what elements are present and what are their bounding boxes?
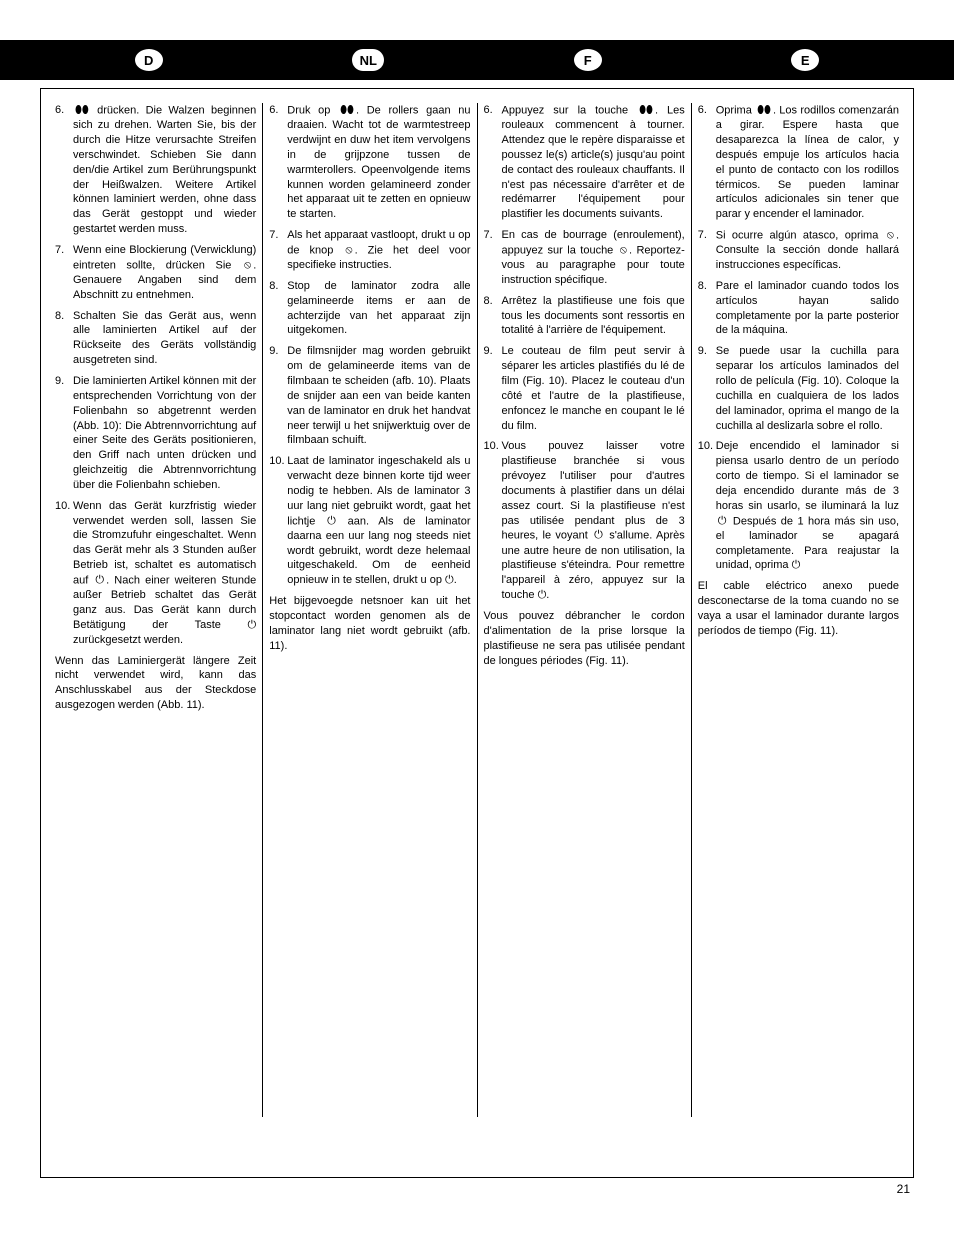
list-item: 6.Oprima ⬮⬮. Los rodillos comenzarán a g… — [698, 103, 899, 222]
standby-icon: ⏻ — [95, 573, 104, 588]
list-item: 9.Se puede usar la cuchilla para separar… — [698, 344, 899, 433]
lang-badge-f: F — [574, 49, 602, 71]
item-text: Appuyez sur la touche ⬮⬮. Les rouleaux c… — [502, 103, 685, 222]
list-item: 7.En cas de bourrage (enroulement), appu… — [484, 228, 685, 288]
item-text: Laat de laminator ingeschakeld als u ver… — [287, 454, 470, 588]
item-number: 9. — [698, 344, 716, 433]
item-number: 9. — [484, 344, 502, 433]
jam-icon: ⦸ — [244, 258, 251, 273]
list-item: 9.Le couteau de film peut servir à sépar… — [484, 344, 685, 433]
item-text: Als het apparaat vastloopt, drukt u op d… — [287, 228, 470, 273]
list-item: 9.De filmsnijder mag worden gebruikt om … — [269, 344, 470, 448]
item-number: 10. — [484, 439, 502, 603]
laminate-icon: ⬮⬮ — [340, 103, 354, 118]
item-text: Vous pouvez laisser votre plastifieuse b… — [502, 439, 685, 603]
item-text: En cas de bourrage (enroulement), appuye… — [502, 228, 685, 288]
item-number: 8. — [55, 309, 73, 368]
content-columns: 6.⬮⬮ drücken. Die Walzen beginnen sich z… — [40, 88, 914, 1178]
page-number: 21 — [0, 1178, 954, 1196]
jam-icon: ⦸ — [887, 228, 894, 243]
list-item: 8.Stop de laminator zodra alle gelaminee… — [269, 279, 470, 338]
item-number: 7. — [269, 228, 287, 273]
item-number: 9. — [55, 374, 73, 493]
item-number: 8. — [484, 294, 502, 339]
lang-badge-d: D — [135, 49, 163, 71]
column-d: 6.⬮⬮ drücken. Die Walzen beginnen sich z… — [49, 103, 262, 1117]
list-item: 7.Als het apparaat vastloopt, drukt u op… — [269, 228, 470, 273]
jam-icon: ⦸ — [345, 243, 352, 258]
list-item: 6.Appuyez sur la touche ⬮⬮. Les rouleaux… — [484, 103, 685, 222]
item-text: Wenn eine Blockierung (Verwicklung) eint… — [73, 243, 256, 303]
footer-paragraph: El cable eléctrico anexo puede desconect… — [698, 579, 899, 638]
item-text: Arrêtez la plastifieuse une fois que tou… — [502, 294, 685, 339]
item-text: Oprima ⬮⬮. Los rodillos comenzarán a gir… — [716, 103, 899, 222]
item-text: ⬮⬮ drücken. Die Walzen beginnen sich zu … — [73, 103, 256, 237]
item-text: De filmsnijder mag worden gebruikt om de… — [287, 344, 470, 448]
list-item: 8.Arrêtez la plastifieuse une fois que t… — [484, 294, 685, 339]
footer-paragraph: Het bijgevoegde netsnoer kan uit het sto… — [269, 594, 470, 653]
item-text: Stop de laminator zodra alle gelamineerd… — [287, 279, 470, 338]
list-item: 8.Pare el laminador cuando todos los art… — [698, 279, 899, 338]
item-number: 6. — [55, 103, 73, 237]
item-number: 6. — [484, 103, 502, 222]
standby-icon: ⏻ — [594, 528, 603, 543]
lang-badge-e: E — [791, 49, 819, 71]
item-text: Se puede usar la cuchilla para separar l… — [716, 344, 899, 433]
list-item: 8.Schalten Sie das Gerät aus, wenn alle … — [55, 309, 256, 368]
list-item: 7.Wenn eine Blockierung (Verwicklung) ei… — [55, 243, 256, 303]
item-number: 10. — [55, 499, 73, 648]
standby-icon: ⏻ — [718, 514, 727, 529]
item-text: Le couteau de film peut servir à séparer… — [502, 344, 685, 433]
item-number: 7. — [698, 228, 716, 273]
footer-paragraph: Vous pouvez débrancher le cordon d'alime… — [484, 609, 685, 668]
lang-badge-nl: NL — [352, 49, 384, 71]
column-f: 6.Appuyez sur la touche ⬮⬮. Les rouleaux… — [477, 103, 691, 1117]
item-number: 10. — [698, 439, 716, 573]
list-item: 10.Laat de laminator ingeschakeld als u … — [269, 454, 470, 588]
item-number: 6. — [269, 103, 287, 222]
list-item: 10.Wenn das Gerät kurzfristig wieder ver… — [55, 499, 256, 648]
column-e: 6.Oprima ⬮⬮. Los rodillos comenzarán a g… — [691, 103, 905, 1117]
item-text: Die laminierten Artikel können mit der e… — [73, 374, 256, 493]
list-item: 9.Die laminierten Artikel können mit der… — [55, 374, 256, 493]
list-item: 6.Druk op ⬮⬮. De rollers gaan nu draaien… — [269, 103, 470, 222]
laminate-icon: ⬮⬮ — [75, 103, 89, 118]
language-header: D NL F E — [0, 40, 954, 80]
item-number: 6. — [698, 103, 716, 222]
list-item: 7.Si ocurre algún atasco, oprima ⦸. Cons… — [698, 228, 899, 273]
list-item: 10.Vous pouvez laisser votre plastifieus… — [484, 439, 685, 603]
item-text: Wenn das Gerät kurzfristig wieder verwen… — [73, 499, 256, 648]
standby-icon: ⏻ — [327, 514, 336, 529]
laminate-icon: ⬮⬮ — [757, 103, 771, 118]
item-number: 8. — [698, 279, 716, 338]
item-text: Druk op ⬮⬮. De rollers gaan nu draaien. … — [287, 103, 470, 222]
item-number: 7. — [484, 228, 502, 288]
item-text: Schalten Sie das Gerät aus, wenn alle la… — [73, 309, 256, 368]
list-item: 10.Deje encendido el laminador si piensa… — [698, 439, 899, 573]
item-text: Pare el laminador cuando todos los artíc… — [716, 279, 899, 338]
list-item: 6.⬮⬮ drücken. Die Walzen beginnen sich z… — [55, 103, 256, 237]
laminate-icon: ⬮⬮ — [639, 103, 653, 118]
item-number: 10. — [269, 454, 287, 588]
column-nl: 6.Druk op ⬮⬮. De rollers gaan nu draaien… — [262, 103, 476, 1117]
footer-paragraph: Wenn das Laminiergerät längere Zeit nich… — [55, 654, 256, 713]
item-number: 9. — [269, 344, 287, 448]
item-text: Si ocurre algún atasco, oprima ⦸. Consul… — [716, 228, 899, 273]
item-text: Deje encendido el laminador si piensa us… — [716, 439, 899, 573]
item-number: 7. — [55, 243, 73, 303]
item-number: 8. — [269, 279, 287, 338]
jam-icon: ⦸ — [620, 243, 627, 258]
